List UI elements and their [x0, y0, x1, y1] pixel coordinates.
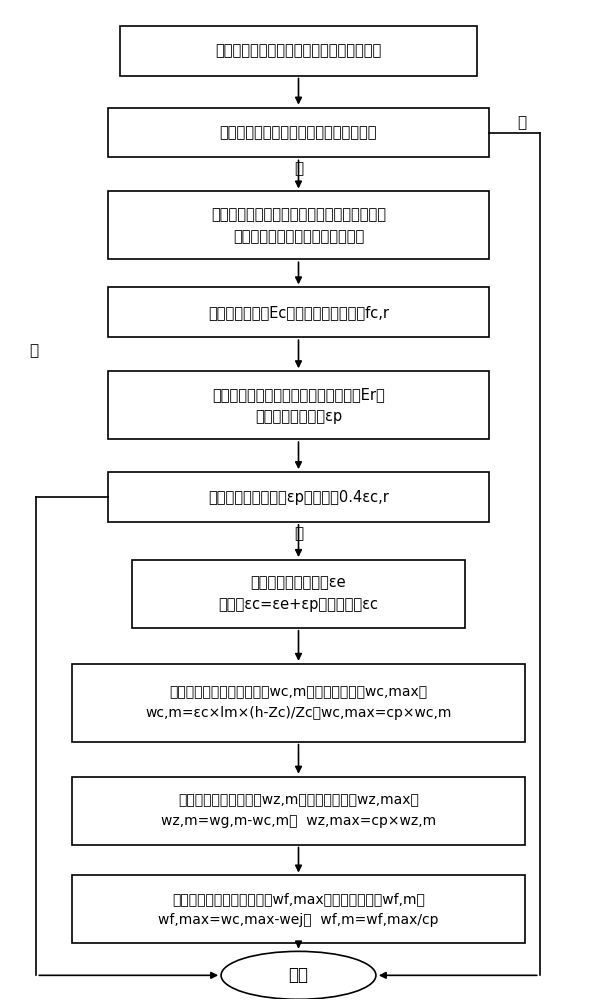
- Bar: [132, 560, 465, 628]
- Ellipse shape: [221, 951, 376, 999]
- Text: 自由变形平均裂缝宽度wz,m和最大裂缝宽度wz,max：: 自由变形平均裂缝宽度wz,m和最大裂缝宽度wz,max：: [178, 793, 419, 807]
- Bar: [72, 664, 525, 742]
- Text: 否: 否: [294, 526, 303, 541]
- Text: 结束: 结束: [288, 966, 309, 984]
- Text: wc,m=εc×lm×(h-Zc)/Zc，wc,max=cp×wc,m: wc,m=εc×lm×(h-Zc)/Zc，wc,max=cp×wc,m: [145, 706, 452, 720]
- Text: 跨中区域分为受压、受拉及不受力的中性区，: 跨中区域分为受压、受拉及不受力的中性区，: [211, 207, 386, 222]
- Text: 由公式εc=εe+εp得到总应变εc: 由公式εc=εe+εp得到总应变εc: [219, 597, 378, 612]
- Text: 混凝土弹性模量Ec推算混凝土抗压强度fc,r: 混凝土弹性模量Ec推算混凝土抗压强度fc,r: [208, 305, 389, 320]
- Bar: [108, 287, 489, 337]
- Text: 长期应力相关最大裂缝宽度wf,max和平均裂缝宽度wf,m：: 长期应力相关最大裂缝宽度wf,max和平均裂缝宽度wf,m：: [172, 892, 425, 906]
- Bar: [72, 777, 525, 845]
- Text: 评定混凝土残余应变εp是否大于0.4εc,r: 评定混凝土残余应变εp是否大于0.4εc,r: [208, 490, 389, 505]
- Text: 跨中截面受压区测得的混凝土弹性模量Er推: 跨中截面受压区测得的混凝土弹性模量Er推: [212, 387, 385, 402]
- Bar: [108, 108, 489, 157]
- Bar: [120, 26, 477, 76]
- Text: 现场检测自重下梁底裂缝宽度和间距特征值: 现场检测自重下梁底裂缝宽度和间距特征值: [216, 43, 381, 58]
- Text: 无损检测各区域的混凝土弹性模量: 无损检测各区域的混凝土弹性模量: [233, 229, 364, 244]
- Text: 是: 是: [29, 343, 38, 358]
- Text: wz,m=wg,m-wc,m，  wz,max=cp×wz,m: wz,m=wg,m-wc,m， wz,max=cp×wz,m: [161, 814, 436, 828]
- Text: 评定实测裂缝最大宽度是否满足规范要求: 评定实测裂缝最大宽度是否满足规范要求: [220, 125, 377, 140]
- Text: wf,max=wc,max-wej，  wf,m=wf,max/cp: wf,max=wc,max-wej， wf,m=wf,max/cp: [158, 913, 439, 927]
- Text: 算混凝土残余应变εp: 算混凝土残余应变εp: [255, 409, 342, 424]
- Text: 否: 否: [294, 161, 303, 176]
- Bar: [108, 371, 489, 439]
- Text: 计算混凝土弹性应变εe: 计算混凝土弹性应变εe: [251, 575, 346, 590]
- Text: 是: 是: [517, 115, 527, 130]
- Bar: [72, 875, 525, 943]
- Bar: [108, 472, 489, 522]
- Text: 计算应力相关平均裂缝宽度wc,m和最大裂缝宽度wc,max：: 计算应力相关平均裂缝宽度wc,m和最大裂缝宽度wc,max：: [170, 685, 427, 699]
- Bar: [108, 191, 489, 259]
